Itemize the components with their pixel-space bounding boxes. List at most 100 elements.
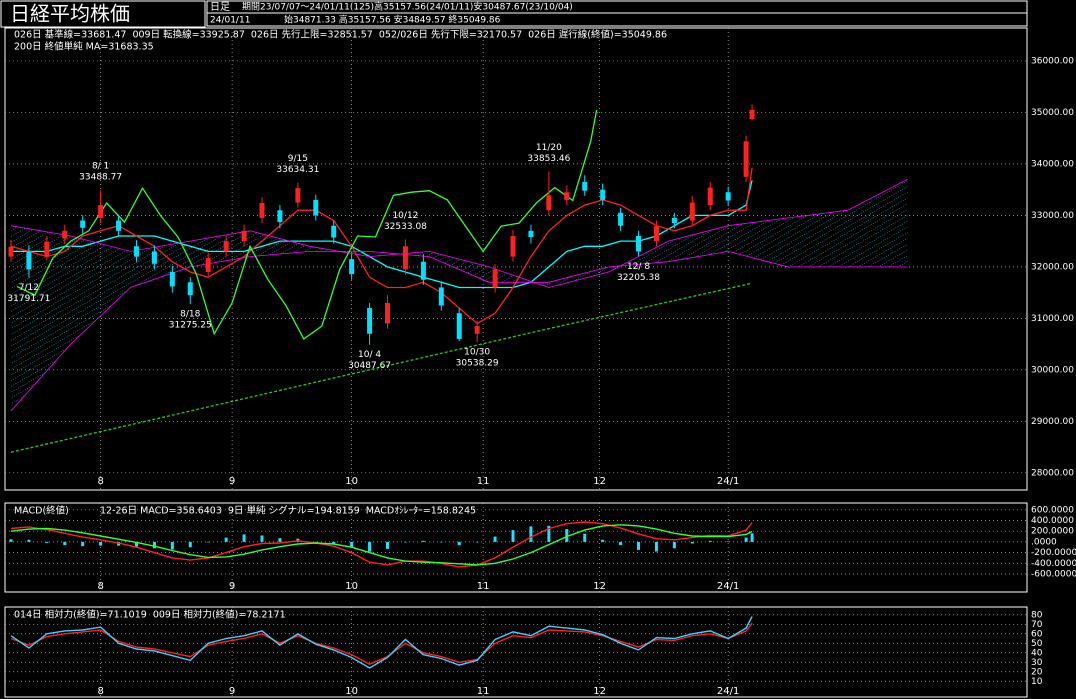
panel-frame <box>4 606 1028 698</box>
histogram-bar <box>9 539 13 542</box>
annotation-date: 8/18 <box>180 310 200 320</box>
histogram-bar <box>583 533 587 542</box>
candle-body <box>169 272 175 287</box>
annotation-date: 11/20 <box>536 143 562 153</box>
annotation-value: 30487.67 <box>348 361 391 371</box>
histogram-bar <box>224 537 228 542</box>
candle-body <box>528 230 534 238</box>
candle-body <box>749 109 755 120</box>
y-tick-label: -400.0000 <box>1031 559 1076 569</box>
candle-body <box>367 308 373 334</box>
legend-entry: 052/026日 先行下限=32170.57 <box>379 29 522 41</box>
candle-body <box>151 251 157 264</box>
candle-body <box>277 210 283 223</box>
candle-body <box>349 259 355 275</box>
histogram-bar <box>134 541 138 547</box>
annotation-date: 8/ 1 <box>92 162 109 172</box>
panel-frame <box>4 27 1028 491</box>
y-tick-label: 20 <box>1031 667 1043 677</box>
y-tick-label: 10 <box>1031 677 1043 687</box>
y-tick-label: 36000.00 <box>1031 56 1074 66</box>
cloud <box>10 179 908 412</box>
histogram-bar <box>421 540 425 542</box>
histogram-bar <box>529 526 533 542</box>
candle-body <box>187 282 193 296</box>
candle-body <box>313 199 319 216</box>
histogram-bar <box>278 538 282 542</box>
y-tick-label: 30000.00 <box>1031 365 1074 375</box>
indicator-line <box>10 521 753 568</box>
candle-body <box>223 241 229 252</box>
histogram-bar <box>81 541 85 547</box>
histogram-bar <box>565 529 569 542</box>
candle-body <box>8 246 14 257</box>
candle-body <box>44 241 50 257</box>
candle-body <box>546 195 552 211</box>
y-tick-label: 400.0000 <box>1031 516 1074 526</box>
y-tick-label: 32000.00 <box>1031 262 1074 272</box>
annotation-date: 12/ 8 <box>627 262 650 272</box>
candle-body <box>205 258 211 273</box>
histogram-bar <box>511 530 515 542</box>
y-tick-label: 600.0000 <box>1031 505 1074 515</box>
candle-body <box>707 187 713 206</box>
legend-entry: 200日 終値単純 MA=31683.35 <box>14 41 154 53</box>
histogram-bar <box>170 541 174 550</box>
x-tick-label: 12 <box>593 581 606 592</box>
candle-body <box>438 287 444 306</box>
candle-body <box>116 220 122 231</box>
annotation-value: 33634.31 <box>276 165 319 175</box>
chart-title: 日経平均株価 <box>10 2 130 26</box>
histogram-bar <box>63 541 67 546</box>
histogram-bar <box>619 541 623 546</box>
x-tick-label: 8 <box>97 686 103 697</box>
x-tick-label: 10 <box>345 476 358 487</box>
y-tick-label: 40 <box>1031 648 1043 658</box>
legend-entry: 009日 相対力(終値)=78.2171 <box>153 609 286 621</box>
indicator-line <box>10 616 753 669</box>
x-tick-label: 8 <box>97 581 103 592</box>
legend-entry: 026日 基準線=33681.47 <box>14 29 126 41</box>
y-tick-label: 70 <box>1031 620 1043 630</box>
x-tick-label: 24/1 <box>717 686 739 697</box>
histogram-bar <box>27 539 31 542</box>
header-text: 24/01/11 <box>210 16 250 26</box>
histogram-bar <box>386 541 390 549</box>
candle-body <box>671 217 677 224</box>
indicator-line <box>10 167 753 325</box>
annotation-date: 10/ 4 <box>358 350 381 360</box>
legend-entry: 009日 転換線=33925.87 <box>132 29 244 41</box>
histogram-bar <box>547 525 551 542</box>
y-tick-label: 29000.00 <box>1031 417 1074 427</box>
x-tick-label: 9 <box>229 476 235 487</box>
legend-entry: 12-26日 MACD=358.6403 <box>100 506 222 517</box>
candle-body <box>385 302 391 324</box>
candle-body <box>510 235 516 257</box>
candle-body <box>26 251 32 270</box>
legend-entry: MACDｵｼﾚｰﾀｰ=158.8245 <box>366 506 476 517</box>
candle-body <box>618 212 624 226</box>
candle-body <box>402 246 408 270</box>
histogram-bar <box>601 539 605 542</box>
y-tick-label: 30 <box>1031 658 1043 668</box>
candle-body <box>689 202 695 221</box>
cloud-span <box>10 179 908 288</box>
candle-body <box>564 192 570 200</box>
x-tick-label: 12 <box>593 476 606 487</box>
header-text: 始34871.33 高35157.56 安34849.57 終35049.86 <box>284 14 501 26</box>
x-tick-label: 9 <box>229 581 235 592</box>
histogram-bar <box>690 541 694 544</box>
annotation-value: 33853.46 <box>527 154 570 164</box>
candle-body <box>725 192 731 201</box>
legend-entry: 026日 遅行線(終値)=35049.86 <box>528 29 667 41</box>
annotation-date: 7/12 <box>19 283 39 293</box>
histogram-bar <box>152 541 156 549</box>
candle-body <box>582 181 588 191</box>
histogram-bar <box>314 541 318 543</box>
annotation-value: 30538.29 <box>456 359 499 369</box>
header-text: 期間23/07/07～24/01/11(125)高35157.56(24/01/… <box>242 1 573 13</box>
candle-body <box>474 326 480 334</box>
histogram-bar <box>206 541 210 543</box>
